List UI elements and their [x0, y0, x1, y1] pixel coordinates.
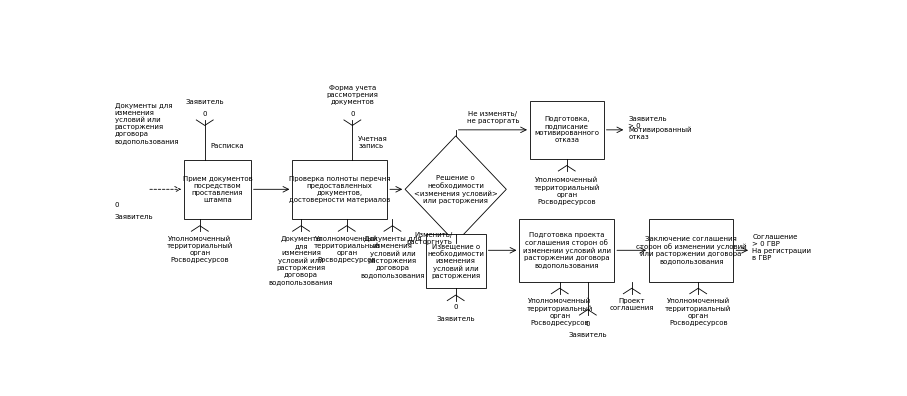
- Text: Заявитель: Заявитель: [569, 332, 607, 338]
- Text: Уполномоченный
территориальный
орган
Росводресурсов: Уполномоченный территориальный орган Рос…: [314, 236, 380, 263]
- Text: Заявитель: Заявитель: [436, 316, 475, 322]
- Text: Прием документов
посредством
проставления
штампа: Прием документов посредством проставлени…: [182, 176, 252, 203]
- FancyBboxPatch shape: [530, 101, 604, 159]
- Polygon shape: [405, 136, 506, 243]
- Text: Документы
для
изменения
условий или
расторжения
договора
водопользования: Документы для изменения условий или раст…: [268, 236, 333, 285]
- Text: 0: 0: [586, 321, 590, 327]
- FancyBboxPatch shape: [184, 160, 251, 219]
- Text: Соглашение
> 0 ГВР
На регистрации
в ГВР: Соглашение > 0 ГВР На регистрации в ГВР: [752, 234, 812, 261]
- Text: Учетная
запись: Учетная запись: [358, 136, 388, 149]
- FancyBboxPatch shape: [649, 219, 734, 282]
- Text: 0: 0: [202, 111, 207, 117]
- FancyBboxPatch shape: [425, 234, 485, 288]
- Text: Заявитель
> 0: Заявитель > 0: [629, 116, 667, 129]
- Text: Не изменять/
не расторгать: Не изменять/ не расторгать: [466, 111, 519, 124]
- Text: Извещение о
необходимости
изменения
условий или
расторжения: Извещение о необходимости изменения усло…: [427, 243, 484, 279]
- Text: Уполномоченный
территориальный
орган
Росводресурсов: Уполномоченный территориальный орган Рос…: [527, 298, 593, 326]
- Text: Уполномоченный
территориальный
орган
Росводресурсов: Уполномоченный территориальный орган Рос…: [665, 298, 731, 326]
- Text: Заявитель: Заявитель: [115, 214, 153, 220]
- Text: Уполномоченный
территориальный
орган
Росводресурсов: Уполномоченный территориальный орган Рос…: [167, 236, 233, 263]
- Text: Заключение соглашения
сторон об изменении условий
или расторжении договора
водоп: Заключение соглашения сторон об изменени…: [636, 236, 746, 264]
- Text: 0: 0: [454, 304, 458, 310]
- Text: Документы для
изменения
условий или
расторжения
договора
водопользования: Документы для изменения условий или раст…: [360, 236, 424, 278]
- FancyBboxPatch shape: [520, 219, 614, 282]
- Text: Заявитель: Заявитель: [185, 99, 224, 105]
- FancyBboxPatch shape: [292, 160, 387, 219]
- Text: Изменить/
расторгнуть: Изменить/ расторгнуть: [406, 232, 453, 245]
- Text: Мотивированный
отказ: Мотивированный отказ: [629, 126, 692, 140]
- Text: Проект
соглашения: Проект соглашения: [610, 298, 654, 311]
- Text: Форма учета
рассмотрения
документов: Форма учета рассмотрения документов: [327, 85, 378, 105]
- Text: Документы для
изменения
условий или
расторжения
договора
водопользования: Документы для изменения условий или раст…: [115, 103, 180, 144]
- Text: Решение о
необходимости
<изменения условий>
или расторжения: Решение о необходимости <изменения услов…: [414, 175, 498, 204]
- Text: Проверка полноты перечня
предоставленных
документов,
достоверности материалов: Проверка полноты перечня предоставленных…: [289, 176, 391, 203]
- Text: Подготовка проекта
соглашения сторон об
изменении условий или
расторжении догово: Подготовка проекта соглашения сторон об …: [522, 232, 610, 268]
- Text: 0: 0: [350, 111, 355, 117]
- Text: Уполномоченный
территориальный
орган
Росводресурсов: Уполномоченный территориальный орган Рос…: [533, 177, 600, 205]
- Text: Подготовка,
подписание
мотивированного
отказа: Подготовка, подписание мотивированного о…: [534, 116, 600, 143]
- Text: 0: 0: [115, 202, 120, 208]
- Text: Расписка: Расписка: [210, 143, 244, 149]
